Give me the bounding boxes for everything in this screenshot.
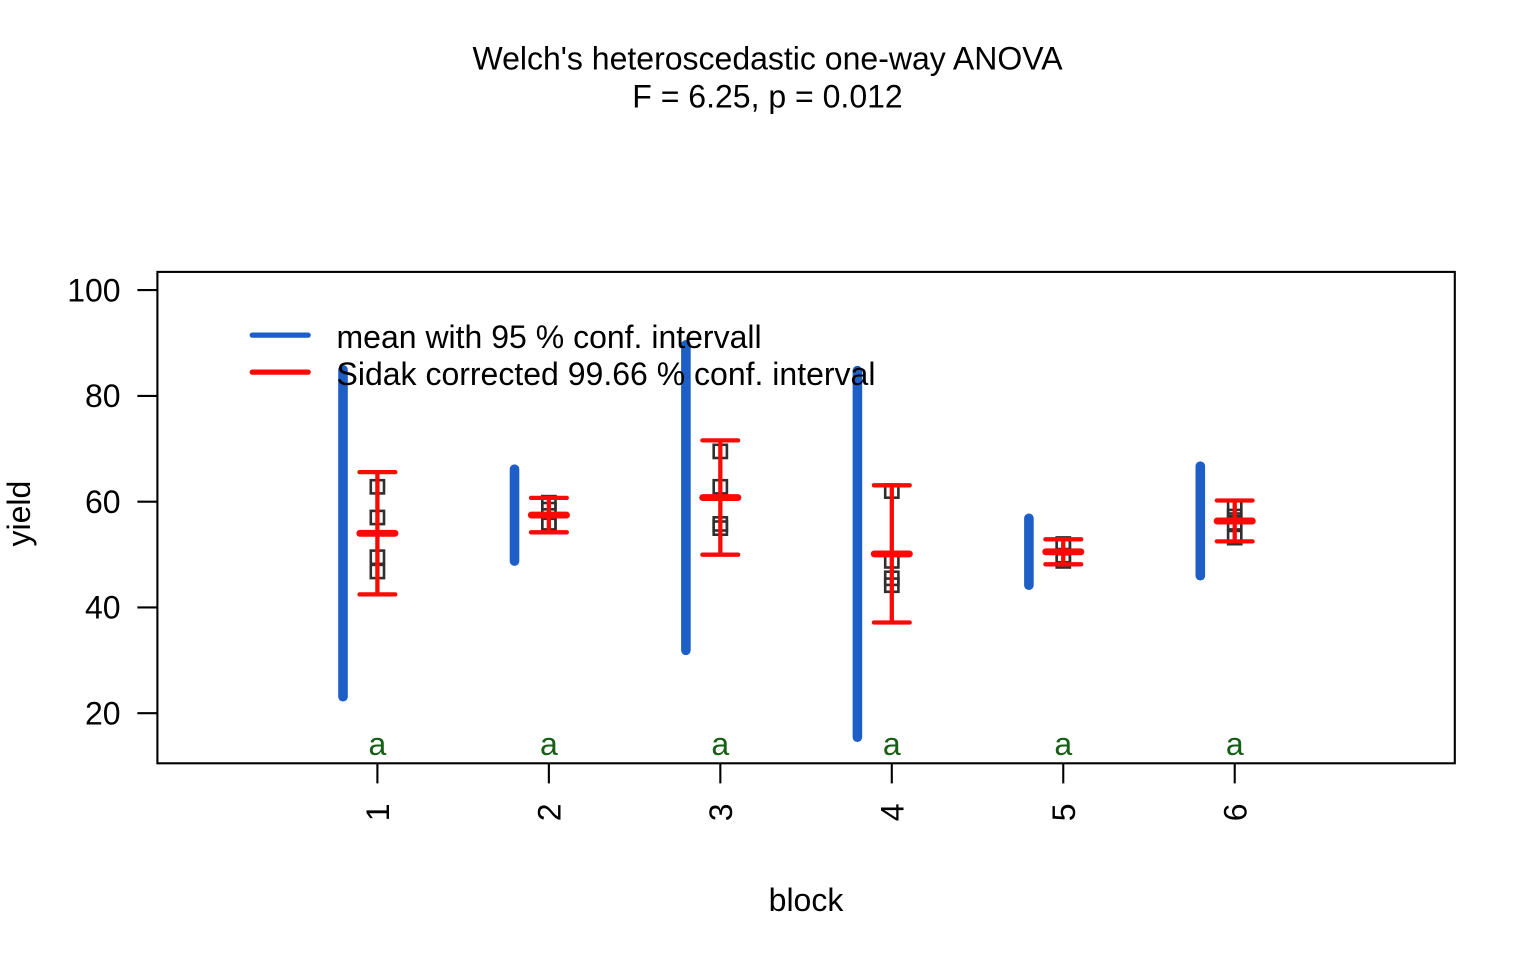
svg-text:2: 2: [532, 803, 568, 821]
svg-text:block: block: [769, 882, 845, 918]
svg-text:a: a: [369, 726, 387, 762]
svg-text:3: 3: [703, 803, 739, 821]
svg-text:4: 4: [875, 803, 911, 821]
svg-text:F = 6.25, p = 0.012: F = 6.25, p = 0.012: [632, 78, 902, 114]
svg-text:80: 80: [85, 378, 121, 414]
svg-text:Sidak corrected 99.66 % conf.: Sidak corrected 99.66 % conf. interval: [337, 356, 876, 392]
svg-text:1: 1: [360, 803, 396, 821]
svg-text:Welch's heteroscedastic one-wa: Welch's heteroscedastic one-way ANOVA: [472, 41, 1063, 77]
svg-text:6: 6: [1217, 803, 1253, 821]
svg-text:mean with 95 % conf. intervall: mean with 95 % conf. intervall: [337, 319, 762, 355]
svg-text:a: a: [1226, 726, 1244, 762]
svg-text:a: a: [883, 726, 901, 762]
svg-text:100: 100: [67, 272, 120, 308]
svg-text:a: a: [711, 726, 729, 762]
svg-text:5: 5: [1046, 803, 1082, 821]
svg-text:20: 20: [85, 695, 121, 731]
svg-text:60: 60: [85, 484, 121, 520]
svg-text:a: a: [1054, 726, 1072, 762]
svg-text:yield: yield: [1, 481, 37, 547]
svg-text:40: 40: [85, 590, 121, 626]
svg-text:a: a: [540, 726, 558, 762]
